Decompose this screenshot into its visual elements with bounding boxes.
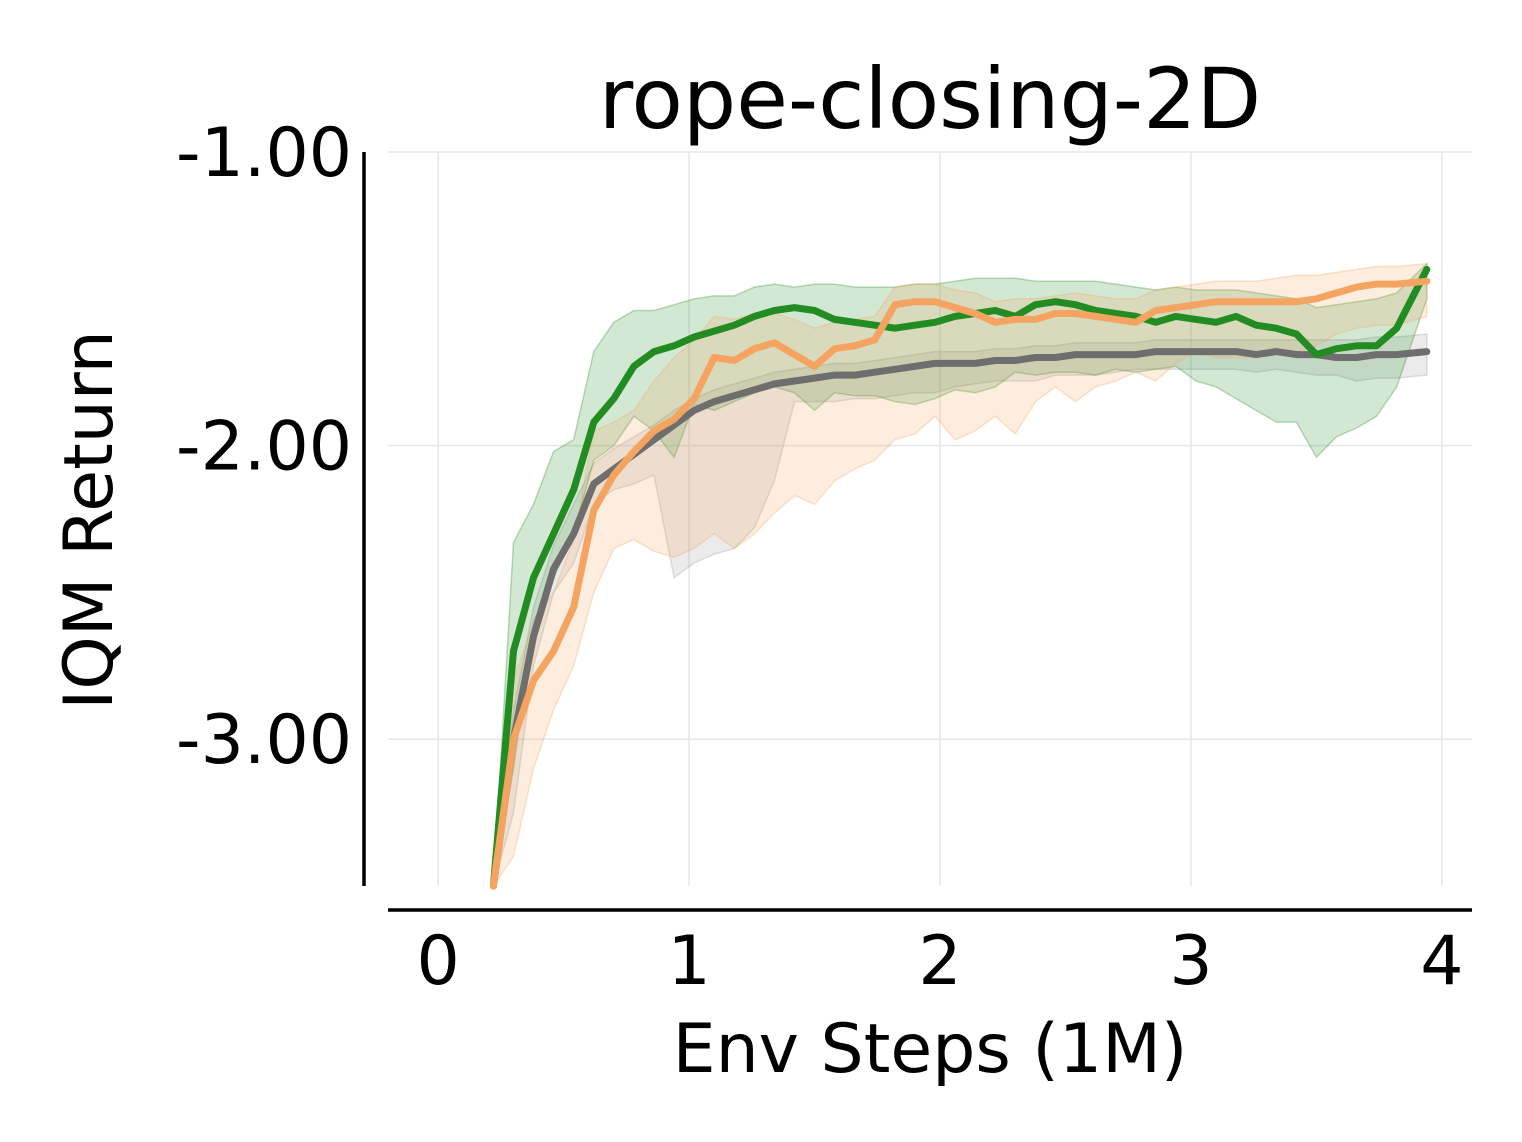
x-tick-label-3: 3 (1169, 922, 1212, 1001)
band-2 (492, 262, 1428, 887)
y-tick-label-2: -3.00 (176, 701, 352, 780)
series-line-2 (489, 277, 1431, 890)
y-tick-label-0: -1.00 (176, 114, 352, 193)
x-tick-label-1: 1 (667, 922, 710, 1001)
x-tick-labels: 0 1 2 3 4 (417, 922, 1464, 1001)
y-tick-label-1: -2.00 (176, 408, 352, 487)
series-lines (489, 265, 1431, 890)
series-line-1 (489, 265, 1431, 890)
confidence-bands (492, 261, 1428, 887)
x-tick-label-2: 2 (918, 922, 961, 1001)
y-axis-label: IQM Return (50, 330, 129, 710)
grid (388, 151, 1472, 886)
x-axis-label: Env Steps (1M) (673, 1010, 1188, 1089)
chart-title: rope-closing-2D (599, 50, 1261, 148)
x-tick-label-4: 4 (1420, 922, 1463, 1001)
x-tick-label-0: 0 (417, 922, 460, 1001)
y-tick-labels: -1.00 -2.00 -3.00 (176, 114, 352, 780)
series-line-0 (489, 348, 1431, 890)
